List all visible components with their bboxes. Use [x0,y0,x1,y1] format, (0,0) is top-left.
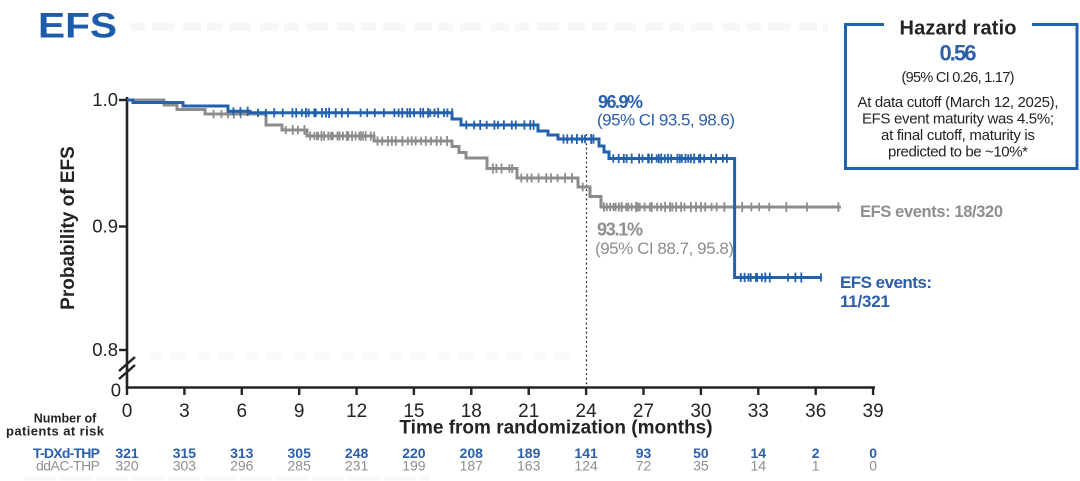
svg-text:320: 320 [115,458,139,474]
svg-text:EFS: EFS [38,7,117,46]
svg-text:Hazard ratio: Hazard ratio [900,18,1017,40]
svg-text:163: 163 [517,458,541,474]
svg-text:EFS events: 18/320: EFS events: 18/320 [860,203,1003,221]
svg-text:33: 33 [748,401,769,422]
svg-text:patients at risk: patients at risk [6,424,105,439]
svg-text:18: 18 [461,401,482,422]
svg-text:93.1%: 93.1% [597,220,643,240]
svg-text:EFS events:: EFS events: [840,273,932,292]
svg-text:220: 220 [402,445,426,461]
svg-text:14: 14 [751,445,767,461]
svg-text:30: 30 [690,401,711,422]
svg-text:ddAC-THP: ddAC-THP [36,458,100,474]
svg-text:11/321: 11/321 [840,292,890,311]
svg-text:T-DXd-THP: T-DXd-THP [33,445,100,461]
svg-text:0: 0 [869,445,877,461]
svg-text:27: 27 [633,401,654,422]
svg-text:199: 199 [402,458,426,474]
svg-text:0.56: 0.56 [940,41,977,66]
svg-text:Time from randomization (month: Time from randomization (months) [399,418,712,439]
svg-text:187: 187 [460,458,484,474]
svg-text:0: 0 [869,458,877,474]
svg-text:At data cutoff (March 12, 2025: At data cutoff (March 12, 2025), [858,94,1059,111]
svg-text:(95% CI 93.5, 98.6): (95% CI 93.5, 98.6) [597,111,735,130]
svg-text:315: 315 [173,445,197,461]
svg-text:predicted to be ~10%*: predicted to be ~10%* [888,143,1028,160]
svg-text:(95% CI 0.26, 1.17): (95% CI 0.26, 1.17) [902,70,1015,86]
svg-text:208: 208 [460,445,484,461]
svg-text:231: 231 [345,458,369,474]
svg-text:50: 50 [693,445,709,461]
svg-text:96.9%: 96.9% [598,92,643,112]
svg-text:24: 24 [576,401,598,422]
svg-text:(95% CI 88.7, 95.8): (95% CI 88.7, 95.8) [595,239,734,258]
svg-text:9: 9 [294,401,305,422]
svg-text:0.8: 0.8 [92,339,118,360]
svg-text:321: 321 [115,445,139,461]
svg-text:Probability of EFS: Probability of EFS [58,146,79,310]
svg-text:303: 303 [173,458,197,474]
svg-text:285: 285 [288,458,312,474]
svg-text:14: 14 [751,458,767,474]
svg-text:Number of: Number of [34,412,97,426]
svg-text:1: 1 [812,458,820,474]
svg-text:39: 39 [863,401,884,422]
svg-text:296: 296 [230,458,254,474]
svg-text:35: 35 [693,458,709,474]
svg-text:1.0: 1.0 [92,89,118,110]
svg-text:at final cutoff, maturity is: at final cutoff, maturity is [881,127,1035,144]
svg-text:248: 248 [345,445,369,461]
svg-text:72: 72 [636,458,652,474]
svg-text:313: 313 [230,445,254,461]
svg-text:93: 93 [636,445,652,461]
svg-text:2: 2 [812,445,820,461]
svg-text:12: 12 [346,401,367,422]
svg-text:189: 189 [517,445,541,461]
svg-text:124: 124 [574,458,598,474]
svg-text:0: 0 [111,380,121,401]
svg-text:305: 305 [288,445,312,461]
svg-text:3: 3 [179,401,190,422]
svg-text:EFS event maturity was 4.5%;: EFS event maturity was 4.5%; [862,111,1054,128]
svg-text:21: 21 [518,401,539,422]
svg-text:36: 36 [805,401,826,422]
svg-text:0.9: 0.9 [92,216,118,237]
svg-text:15: 15 [403,401,424,422]
svg-text:6: 6 [237,401,248,422]
svg-text:141: 141 [574,445,598,461]
svg-text:0: 0 [122,401,133,422]
